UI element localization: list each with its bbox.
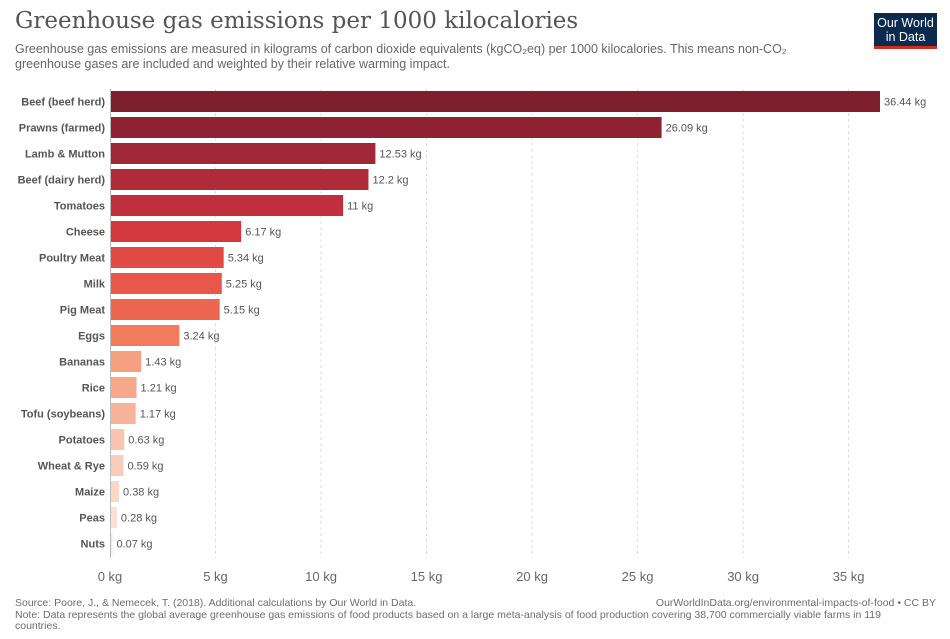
value-label: 11 kg xyxy=(347,201,373,213)
value-label: 5.15 kg xyxy=(224,305,260,317)
x-tick-label: 10 kg xyxy=(305,569,337,584)
source-url-link[interactable]: OurWorldInData.org/environmental-impacts… xyxy=(655,597,936,609)
value-label: 1.43 kg xyxy=(145,357,181,369)
bar[interactable] xyxy=(111,325,180,346)
value-label: 26.09 kg xyxy=(666,123,708,135)
value-label: 0.63 kg xyxy=(128,435,164,447)
category-label: Tomatoes xyxy=(54,201,105,213)
value-label: 0.59 kg xyxy=(127,461,163,473)
bar[interactable] xyxy=(111,377,137,398)
chart-title: Greenhouse gas emissions per 1000 kiloca… xyxy=(15,8,579,34)
value-label: 36.44 kg xyxy=(884,97,926,109)
value-label: 6.17 kg xyxy=(245,227,281,239)
value-label: 5.34 kg xyxy=(228,253,264,265)
category-label: Potatoes xyxy=(59,435,105,447)
value-labels: 36.44 kg 26.09 kg 12.53 kg 12.2 kg 11 kg 6.17… xyxy=(116,97,926,551)
x-tick-label: 30 kg xyxy=(727,569,759,584)
x-axis-ticks: 0 kg 5 kg 10 kg 15 kg 20 kg 25 kg 30 kg 35 kg xyxy=(98,569,865,584)
grid-lines xyxy=(110,89,850,558)
bar-chart: Beef (beef herd) Prawns (farmed) Lamb & Mu… xyxy=(18,89,926,584)
bar[interactable] xyxy=(111,533,113,554)
category-label: Beef (dairy herd) xyxy=(18,175,106,187)
owid-logo[interactable]: Our World in Data xyxy=(874,13,937,49)
value-label: 1.17 kg xyxy=(140,409,176,421)
category-label: Beef (beef herd) xyxy=(21,97,105,109)
category-labels: Beef (beef herd) Prawns (farmed) Lamb & Mu… xyxy=(18,97,106,551)
category-label: Poultry Meat xyxy=(39,253,105,265)
bar[interactable] xyxy=(111,221,242,242)
logo-line-2: in Data xyxy=(885,30,926,44)
x-tick-label: 5 kg xyxy=(203,569,228,584)
value-label: 1.21 kg xyxy=(141,383,177,395)
bar[interactable] xyxy=(111,91,880,112)
category-label: Eggs xyxy=(78,331,105,343)
category-label: Bananas xyxy=(59,357,105,369)
chart-subtitle: Greenhouse gas emissions are measured in… xyxy=(15,42,787,71)
bar[interactable] xyxy=(111,143,376,164)
value-label: 0.38 kg xyxy=(123,487,159,499)
bar[interactable] xyxy=(111,351,142,372)
note-text: Note: Data represents the global average… xyxy=(15,608,881,632)
bar[interactable] xyxy=(111,169,369,190)
bar[interactable] xyxy=(111,403,136,424)
category-label: Wheat & Rye xyxy=(38,461,105,473)
category-label: Rice xyxy=(82,383,105,395)
bar[interactable] xyxy=(111,429,125,450)
category-label: Pig Meat xyxy=(60,305,106,317)
bar[interactable] xyxy=(111,117,662,138)
bar[interactable] xyxy=(111,195,344,216)
source-text: Source: Poore, J., & Nemecek, T. (2018).… xyxy=(15,597,417,609)
logo-line-1: Our World xyxy=(877,16,934,30)
category-label: Tofu (soybeans) xyxy=(21,409,105,421)
value-label: 0.28 kg xyxy=(121,513,157,525)
value-label: 12.53 kg xyxy=(379,149,421,161)
category-label: Milk xyxy=(84,279,106,291)
x-tick-label: 35 kg xyxy=(833,569,865,584)
x-tick-label: 20 kg xyxy=(516,569,548,584)
bar[interactable] xyxy=(111,481,120,502)
bar[interactable] xyxy=(111,455,124,476)
bar[interactable] xyxy=(111,299,220,320)
chart-footer: Source: Poore, J., & Nemecek, T. (2018).… xyxy=(15,597,895,633)
value-label: 12.2 kg xyxy=(372,175,408,187)
bars xyxy=(111,91,880,554)
value-label: 5.25 kg xyxy=(226,279,262,291)
bar[interactable] xyxy=(111,507,117,528)
category-label: Nuts xyxy=(81,539,105,551)
category-label: Lamb & Mutton xyxy=(25,149,105,161)
category-label: Maize xyxy=(75,487,105,499)
x-tick-label: 0 kg xyxy=(98,569,123,584)
x-tick-label: 25 kg xyxy=(622,569,654,584)
value-label: 0.07 kg xyxy=(116,539,152,551)
value-label: 3.24 kg xyxy=(183,331,219,343)
category-label: Prawns (farmed) xyxy=(19,123,106,135)
x-tick-label: 15 kg xyxy=(411,569,443,584)
bar[interactable] xyxy=(111,247,224,268)
bar[interactable] xyxy=(111,273,222,294)
category-label: Peas xyxy=(79,513,105,525)
category-label: Cheese xyxy=(66,227,105,239)
